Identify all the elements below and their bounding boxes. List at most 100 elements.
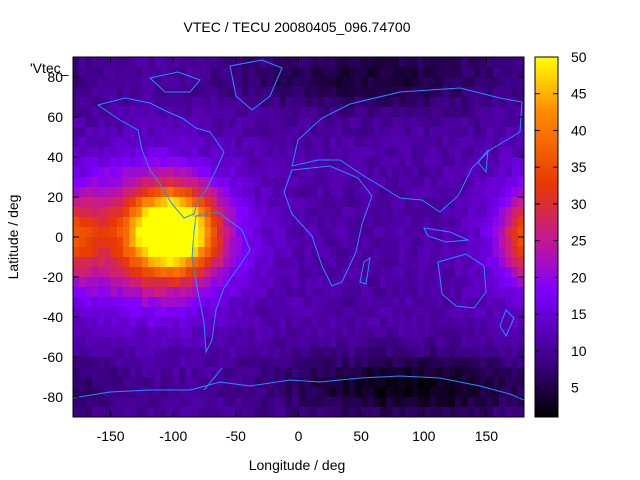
heatmap-cell bbox=[311, 77, 318, 88]
heatmap-cell bbox=[392, 347, 400, 358]
heatmap-cell bbox=[511, 197, 519, 208]
heatmap-cell bbox=[204, 237, 212, 248]
heatmap-cell bbox=[417, 367, 425, 378]
heatmap-cell bbox=[373, 107, 381, 118]
heatmap-cell bbox=[217, 277, 224, 288]
heatmap-cell bbox=[79, 127, 87, 138]
heatmap-cell bbox=[79, 357, 87, 368]
heatmap-cell bbox=[285, 377, 293, 388]
heatmap-cell bbox=[317, 207, 325, 218]
heatmap-cell bbox=[173, 57, 181, 68]
heatmap-cell bbox=[217, 127, 224, 138]
heatmap-cell bbox=[129, 347, 137, 358]
heatmap-cell bbox=[404, 327, 412, 338]
heatmap-cell bbox=[311, 327, 318, 338]
heatmap-cell bbox=[267, 357, 275, 368]
heatmap-cell bbox=[79, 337, 87, 348]
heatmap-cell bbox=[85, 117, 93, 128]
heatmap-cell bbox=[304, 267, 312, 278]
heatmap-cell bbox=[260, 287, 268, 298]
heatmap-cell bbox=[348, 307, 356, 318]
heatmap-cell bbox=[173, 397, 181, 408]
heatmap-cell bbox=[273, 237, 281, 248]
heatmap-cell bbox=[461, 277, 469, 288]
heatmap-cell bbox=[248, 377, 256, 388]
heatmap-cell bbox=[173, 317, 181, 328]
heatmap-cell bbox=[467, 257, 475, 268]
heatmap-cell bbox=[104, 267, 112, 278]
heatmap-cell bbox=[91, 137, 99, 148]
heatmap-cell bbox=[267, 247, 275, 258]
heatmap-cell bbox=[135, 337, 143, 348]
heatmap-cell bbox=[217, 197, 224, 208]
heatmap-cell bbox=[204, 337, 212, 348]
heatmap-cell bbox=[123, 187, 130, 198]
heatmap-cell bbox=[367, 217, 375, 228]
heatmap-cell bbox=[85, 287, 93, 298]
heatmap-cell bbox=[311, 377, 318, 388]
heatmap-cell bbox=[148, 207, 156, 218]
heatmap-cell bbox=[373, 77, 381, 88]
heatmap-cell bbox=[154, 307, 162, 318]
heatmap-cell bbox=[342, 287, 350, 298]
heatmap-cell bbox=[348, 337, 356, 348]
heatmap-cell bbox=[367, 357, 375, 368]
heatmap-cell bbox=[104, 207, 112, 218]
y-tick-label: 40 bbox=[47, 149, 63, 165]
heatmap-cell bbox=[141, 187, 149, 198]
heatmap-cell bbox=[116, 387, 124, 398]
heatmap-cell bbox=[480, 107, 488, 118]
heatmap-cell bbox=[367, 257, 375, 268]
heatmap-cell bbox=[98, 137, 105, 148]
heatmap-cell bbox=[210, 177, 218, 188]
heatmap-cell bbox=[242, 137, 249, 148]
heatmap-cell bbox=[342, 77, 350, 88]
heatmap-cell bbox=[304, 137, 312, 148]
heatmap-cell bbox=[517, 297, 524, 308]
heatmap-cell bbox=[285, 137, 293, 148]
heatmap-cell bbox=[229, 317, 237, 328]
heatmap-cell bbox=[492, 197, 500, 208]
heatmap-cell bbox=[373, 157, 381, 168]
heatmap-cell bbox=[367, 367, 375, 378]
heatmap-cell bbox=[160, 137, 168, 148]
heatmap-cell bbox=[367, 77, 375, 88]
heatmap-cell bbox=[423, 157, 431, 168]
heatmap-cell bbox=[204, 127, 212, 138]
heatmap-cell bbox=[223, 257, 231, 268]
heatmap-cell bbox=[110, 407, 118, 417]
heatmap-cell bbox=[292, 317, 300, 328]
heatmap-cell bbox=[354, 397, 362, 408]
heatmap-cell bbox=[185, 307, 193, 318]
heatmap-cell bbox=[473, 77, 481, 88]
heatmap-cell bbox=[185, 127, 193, 138]
heatmap-cell bbox=[455, 407, 462, 417]
heatmap-cell bbox=[73, 237, 80, 248]
heatmap-cell bbox=[373, 237, 381, 248]
heatmap-cell bbox=[342, 87, 350, 98]
heatmap-cell bbox=[367, 147, 375, 158]
heatmap-cell bbox=[505, 97, 513, 108]
heatmap-cell bbox=[455, 377, 462, 388]
heatmap-cell bbox=[73, 167, 80, 178]
heatmap-cell bbox=[242, 297, 249, 308]
heatmap-cell bbox=[260, 167, 268, 178]
heatmap-cell bbox=[498, 367, 506, 378]
heatmap-cell bbox=[430, 77, 437, 88]
heatmap-cell bbox=[229, 177, 237, 188]
heatmap-cell bbox=[367, 317, 375, 328]
heatmap-cell bbox=[279, 407, 287, 417]
heatmap-cell bbox=[73, 337, 80, 348]
heatmap-cell bbox=[480, 287, 488, 298]
heatmap-cell bbox=[473, 167, 481, 178]
heatmap-cell bbox=[273, 217, 281, 228]
heatmap-cell bbox=[173, 247, 181, 258]
heatmap-cell bbox=[260, 117, 268, 128]
heatmap-cell bbox=[210, 57, 218, 68]
heatmap-cell bbox=[179, 387, 187, 398]
heatmap-cell bbox=[461, 387, 469, 398]
heatmap-cell bbox=[436, 287, 444, 298]
heatmap-cell bbox=[486, 337, 494, 348]
heatmap-cell bbox=[248, 257, 256, 268]
heatmap-cell bbox=[379, 207, 387, 218]
